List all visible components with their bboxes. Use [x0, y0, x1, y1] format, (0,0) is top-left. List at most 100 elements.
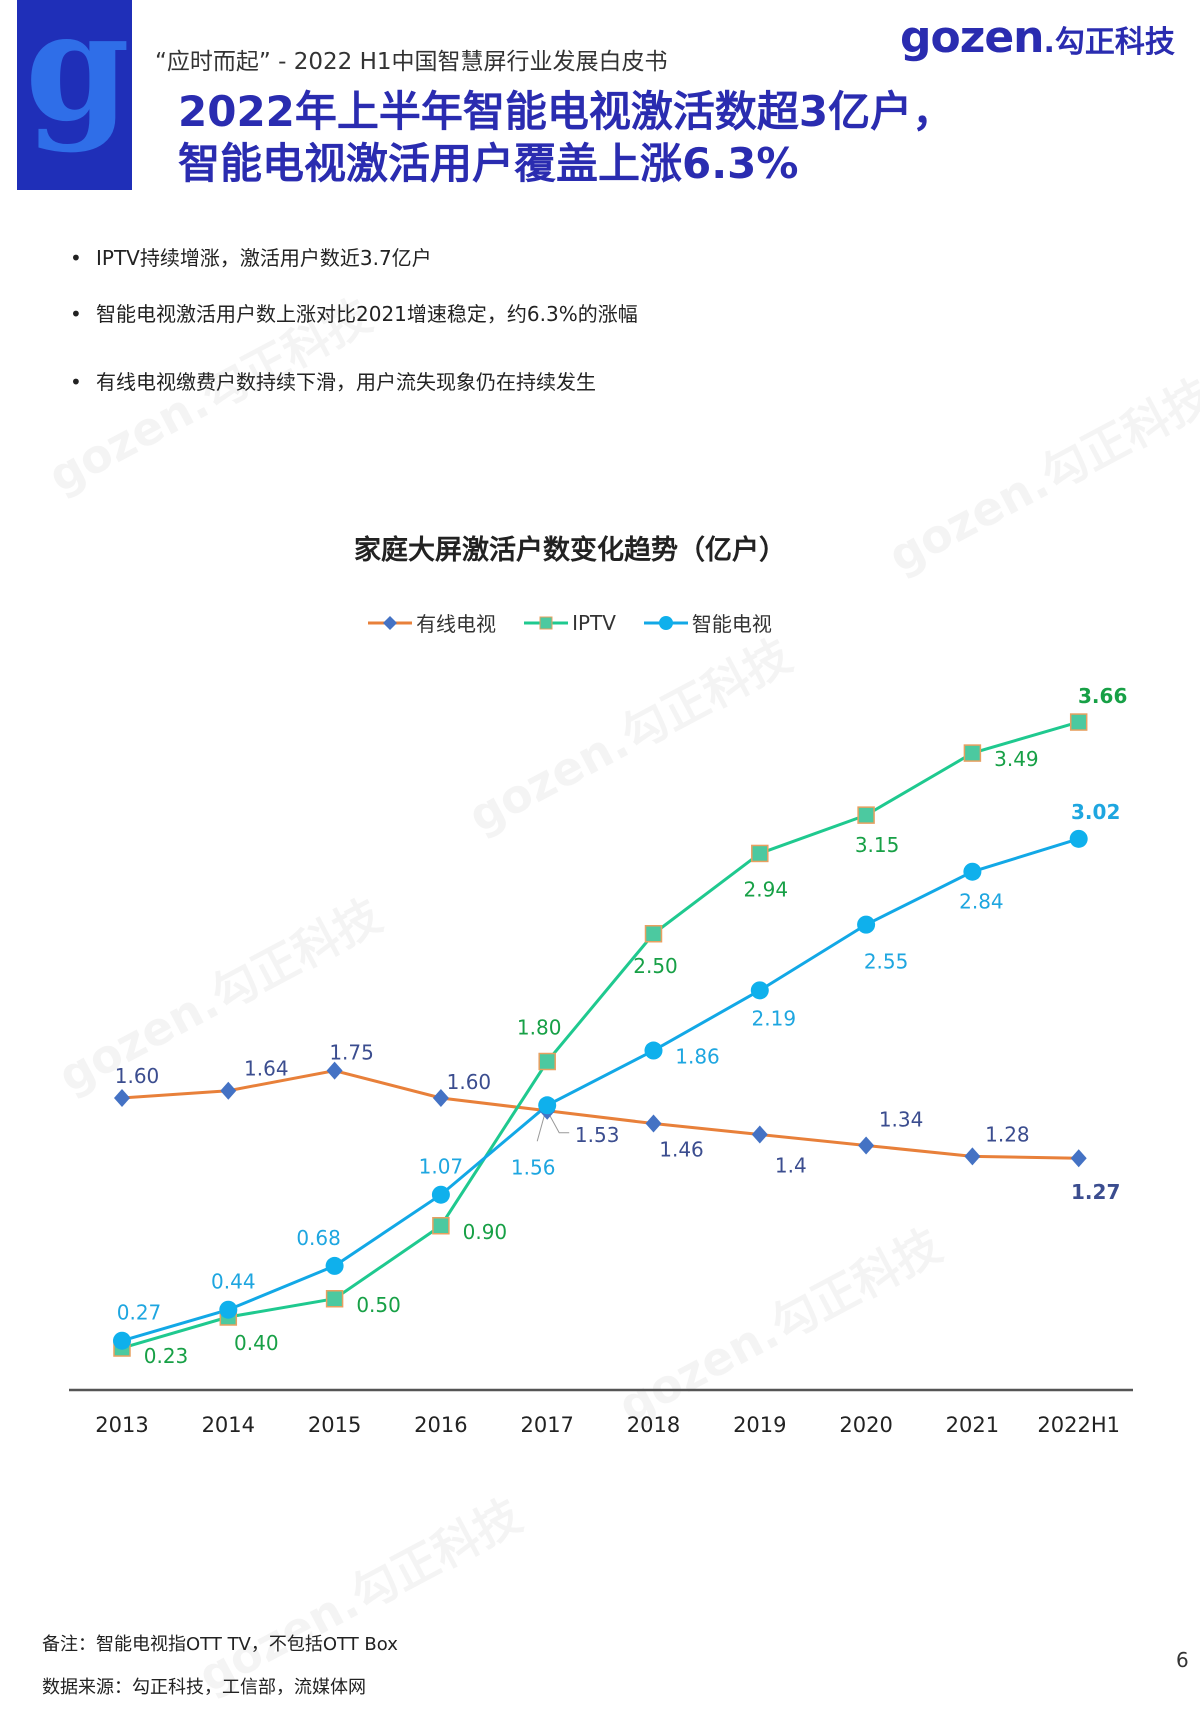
- legend-item-smart-tv: 智能电视: [643, 608, 772, 637]
- data-label: 2.55: [864, 950, 909, 974]
- series-line: [121, 1069, 1079, 1160]
- bullet-item: • 有线电视缴费户数持续下滑，用户流失现象仍在持续发生: [70, 370, 596, 394]
- data-point-diamond: [645, 1114, 662, 1133]
- x-tick-label: 2014: [202, 1413, 255, 1437]
- legend-item-iptv: IPTV: [524, 608, 616, 637]
- logo-cn: .勾正科技: [1043, 25, 1175, 60]
- data-point-square: [538, 1052, 556, 1071]
- data-label: 1.64: [244, 1057, 289, 1081]
- legend-label: 有线电视: [416, 612, 497, 636]
- data-label: 1.53: [575, 1123, 620, 1147]
- data-point-square: [1069, 713, 1088, 731]
- data-point-square: [751, 844, 769, 863]
- x-tick-label: 2017: [520, 1413, 573, 1437]
- legend-label: 智能电视: [691, 612, 772, 636]
- data-label: 2.94: [744, 877, 789, 901]
- logo-text: gozen: [900, 12, 1044, 63]
- data-label: 1.75: [329, 1041, 374, 1065]
- data-label: 1.86: [675, 1045, 720, 1069]
- chart-title: 家庭大屏激活户数变化趋势（亿户）: [354, 535, 786, 566]
- x-tick-label: 2019: [733, 1413, 786, 1437]
- bullet-text: 有线电视缴费户数持续下滑，用户流失现象仍在持续发生: [96, 370, 596, 394]
- data-label: 0.50: [356, 1293, 401, 1317]
- data-point-circle: [325, 1256, 344, 1275]
- data-point-diamond: [858, 1136, 875, 1155]
- data-point-circle: [113, 1331, 131, 1350]
- data-label: 1.46: [659, 1138, 704, 1162]
- legend-square-icon: [524, 616, 569, 629]
- data-label: 3.66: [1078, 684, 1127, 708]
- title-line-2: 智能电视激活用户覆盖上涨6.3%: [178, 139, 799, 188]
- data-label: 1.4: [775, 1154, 807, 1178]
- legend-diamond-icon: [368, 615, 413, 630]
- data-label: 2.50: [633, 954, 678, 978]
- data-label: 1.07: [419, 1155, 464, 1179]
- report-subtitle: “应时而起” - 2022 H1中国智慧屏行业发展白皮书: [155, 49, 668, 75]
- legend-item-cable: 有线电视: [368, 608, 496, 637]
- data-label: 0.68: [296, 1226, 341, 1250]
- leader-line: [546, 1110, 570, 1134]
- data-label: 3.49: [994, 747, 1039, 771]
- footer-note: 备注：智能电视指OTT TV，不包括OTT Box: [42, 1634, 398, 1655]
- x-tick-label: 2022H1: [1037, 1413, 1120, 1437]
- footer-source: 数据来源：勾正科技，工信部，流媒体网: [42, 1677, 366, 1698]
- data-label: 1.27: [1071, 1180, 1120, 1204]
- data-point-diamond: [326, 1061, 343, 1080]
- series-line: [121, 837, 1080, 1343]
- data-label: 1.60: [447, 1070, 492, 1094]
- data-point-circle: [857, 915, 876, 934]
- data-point-square: [432, 1217, 450, 1235]
- x-tick-label: 2020: [839, 1413, 892, 1437]
- data-point-diamond: [751, 1125, 768, 1144]
- series-line: [121, 720, 1080, 1350]
- data-label: 0.44: [211, 1270, 256, 1294]
- data-label: 0.27: [117, 1301, 162, 1325]
- data-point-circle: [750, 981, 769, 1000]
- data-point-circle: [219, 1300, 238, 1319]
- data-label: 1.34: [879, 1107, 924, 1131]
- data-label: 0.90: [463, 1220, 508, 1244]
- bullet-text: 智能电视激活用户数上涨对比2021增速稳定，约6.3%的涨幅: [96, 302, 638, 326]
- data-label: 1.28: [985, 1122, 1030, 1146]
- legend-label: IPTV: [572, 610, 616, 635]
- chart-legend: 有线电视 IPTV 智能电视: [0, 608, 1140, 637]
- data-point-circle: [431, 1185, 450, 1204]
- legend-circle-icon: [643, 615, 688, 630]
- x-tick-label: 2013: [95, 1413, 148, 1437]
- bullet-text: IPTV持续增涨，激活用户数近3.7亿户: [96, 246, 432, 270]
- data-point-diamond: [964, 1147, 981, 1166]
- data-point-circle: [1069, 829, 1088, 848]
- bullet-item: • IPTV持续增涨，激活用户数近3.7亿户: [70, 246, 432, 270]
- x-tick-label: 2016: [414, 1413, 467, 1437]
- brand-block: g: [17, 0, 132, 190]
- gozen-logo: gozen.勾正科技: [900, 12, 1175, 63]
- data-point-diamond: [432, 1089, 449, 1107]
- data-point-circle: [963, 862, 982, 881]
- data-point-diamond: [220, 1081, 237, 1100]
- data-point-square: [325, 1290, 344, 1308]
- data-label: 2.84: [959, 890, 1004, 914]
- data-point-square: [857, 806, 875, 824]
- data-label: 3.15: [855, 833, 900, 857]
- x-tick-label: 2018: [627, 1413, 680, 1437]
- page-number: 6: [1176, 1648, 1189, 1672]
- data-label: 1.80: [517, 1016, 562, 1040]
- data-point-square: [644, 925, 663, 943]
- data-label: 3.02: [1071, 800, 1120, 824]
- brand-g-logo: g: [25, 0, 130, 155]
- data-point-circle: [538, 1096, 557, 1115]
- x-tick-label: 2021: [946, 1413, 999, 1437]
- data-label: 2.19: [752, 1006, 797, 1030]
- data-point-diamond: [1070, 1149, 1087, 1168]
- data-label: 0.23: [144, 1344, 189, 1368]
- data-point-diamond: [114, 1089, 130, 1107]
- data-point-circle: [644, 1041, 663, 1060]
- title-line-1: 2022年上半年智能电视激活数超3亿户，: [178, 87, 955, 136]
- data-label: 1.56: [511, 1155, 556, 1179]
- data-point-square: [963, 744, 982, 762]
- page-title: 2022年上半年智能电视激活数超3亿户， 智能电视激活用户覆盖上涨6.3%: [178, 86, 954, 190]
- data-label: 1.60: [115, 1064, 160, 1088]
- x-tick-label: 2015: [308, 1413, 361, 1437]
- bullet-item: • 智能电视激活用户数上涨对比2021增速稳定，约6.3%的涨幅: [70, 302, 638, 326]
